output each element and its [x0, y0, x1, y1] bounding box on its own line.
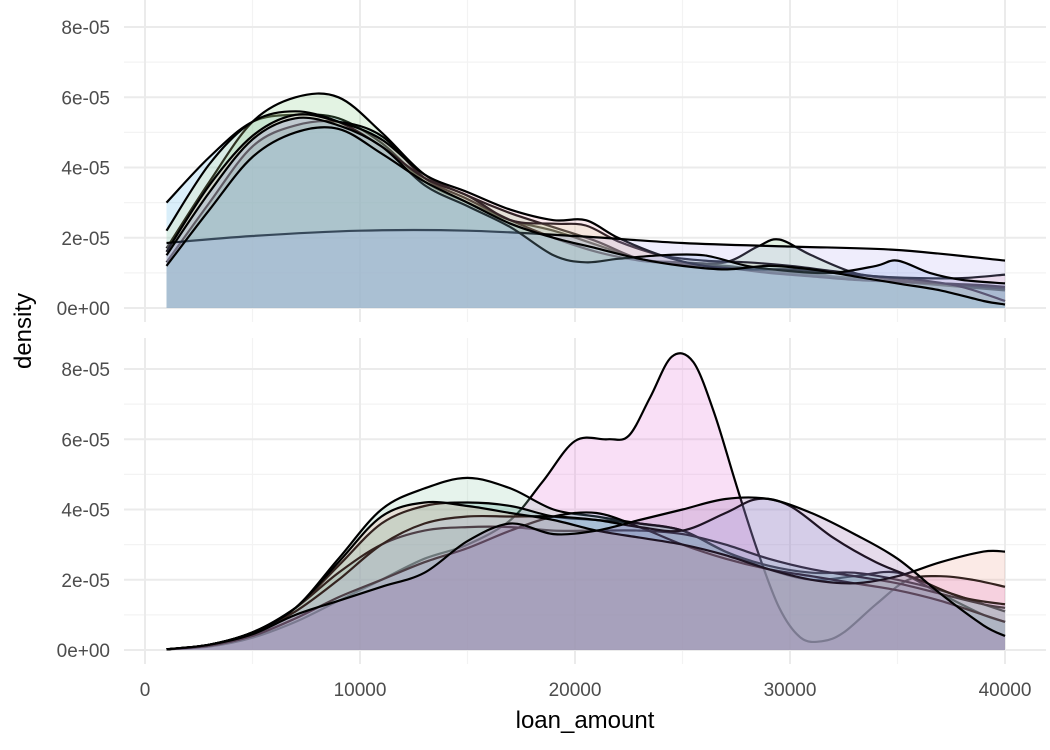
facet-panel-bottom: 0e+00 2e-05 4e-05 6e-05 8e-05 [57, 338, 1046, 664]
density-area-top-3 [166, 111, 1005, 308]
density-line-bottom-4 [166, 511, 1006, 651]
y-tick-label: 2e-05 [61, 571, 110, 592]
density-line-top-7 [165, 126, 1006, 306]
density-line-bottom-0 [166, 352, 1006, 651]
x-tick-label: 30000 [764, 680, 817, 701]
minor-grid-bottom [124, 338, 1046, 664]
x-tick-labels: 0 10000 20000 30000 40000 [140, 680, 1032, 701]
density-area-bottom-2 [166, 502, 1005, 650]
density-series-bottom [166, 352, 1006, 651]
density-area-top-5 [166, 230, 1005, 308]
density-area-bottom-0 [166, 353, 1005, 650]
x-tick-label: 20000 [549, 680, 602, 701]
density-area-bottom-3 [166, 526, 1005, 650]
y-tick-label: 6e-05 [61, 88, 110, 109]
density-area-bottom-4 [166, 512, 1005, 650]
density-line-top-6 [165, 116, 1006, 285]
minor-grid-top [124, 0, 1046, 322]
y-tick-labels-bottom: 0e+00 2e-05 4e-05 6e-05 8e-05 [57, 360, 110, 662]
density-area-top-4 [166, 114, 1005, 308]
y-tick-labels-top: 0e+00 2e-05 4e-05 6e-05 8e-05 [57, 18, 110, 320]
density-area-bottom-5 [166, 498, 1005, 650]
density-line-bottom-5 [166, 497, 1006, 651]
x-tick-label: 40000 [979, 680, 1032, 701]
x-tick-label: 0 [140, 680, 151, 701]
x-axis-title: loan_amount [516, 707, 655, 734]
density-line-top-5 [166, 228, 1006, 262]
density-series-top [165, 92, 1006, 309]
density-area-top-1 [166, 93, 1005, 308]
y-tick-label: 2e-05 [61, 229, 110, 250]
density-area-top-6 [166, 117, 1005, 308]
density-line-top-4 [165, 113, 1006, 280]
density-line-bottom-7 [166, 496, 1006, 651]
facet-panel-top: 0e+00 2e-05 4e-05 6e-05 8e-05 [57, 0, 1046, 322]
major-grid-top [124, 0, 1046, 322]
density-area-bottom-6 [166, 501, 1005, 650]
y-tick-label: 6e-05 [61, 430, 110, 451]
y-tick-label: 8e-05 [61, 360, 110, 381]
y-tick-label: 4e-05 [61, 501, 110, 522]
density-area-top-7 [166, 127, 1005, 309]
density-area-top-0 [166, 114, 1005, 308]
x-tick-label: 10000 [334, 680, 387, 701]
y-tick-label: 4e-05 [61, 159, 110, 180]
density-area-top-2 [166, 121, 1005, 309]
y-tick-label: 0e+00 [57, 299, 110, 320]
y-tick-label: 8e-05 [61, 18, 110, 39]
y-tick-label: 0e+00 [57, 641, 110, 662]
density-area-bottom-7 [166, 497, 1005, 650]
y-axis-title: density [10, 293, 37, 369]
